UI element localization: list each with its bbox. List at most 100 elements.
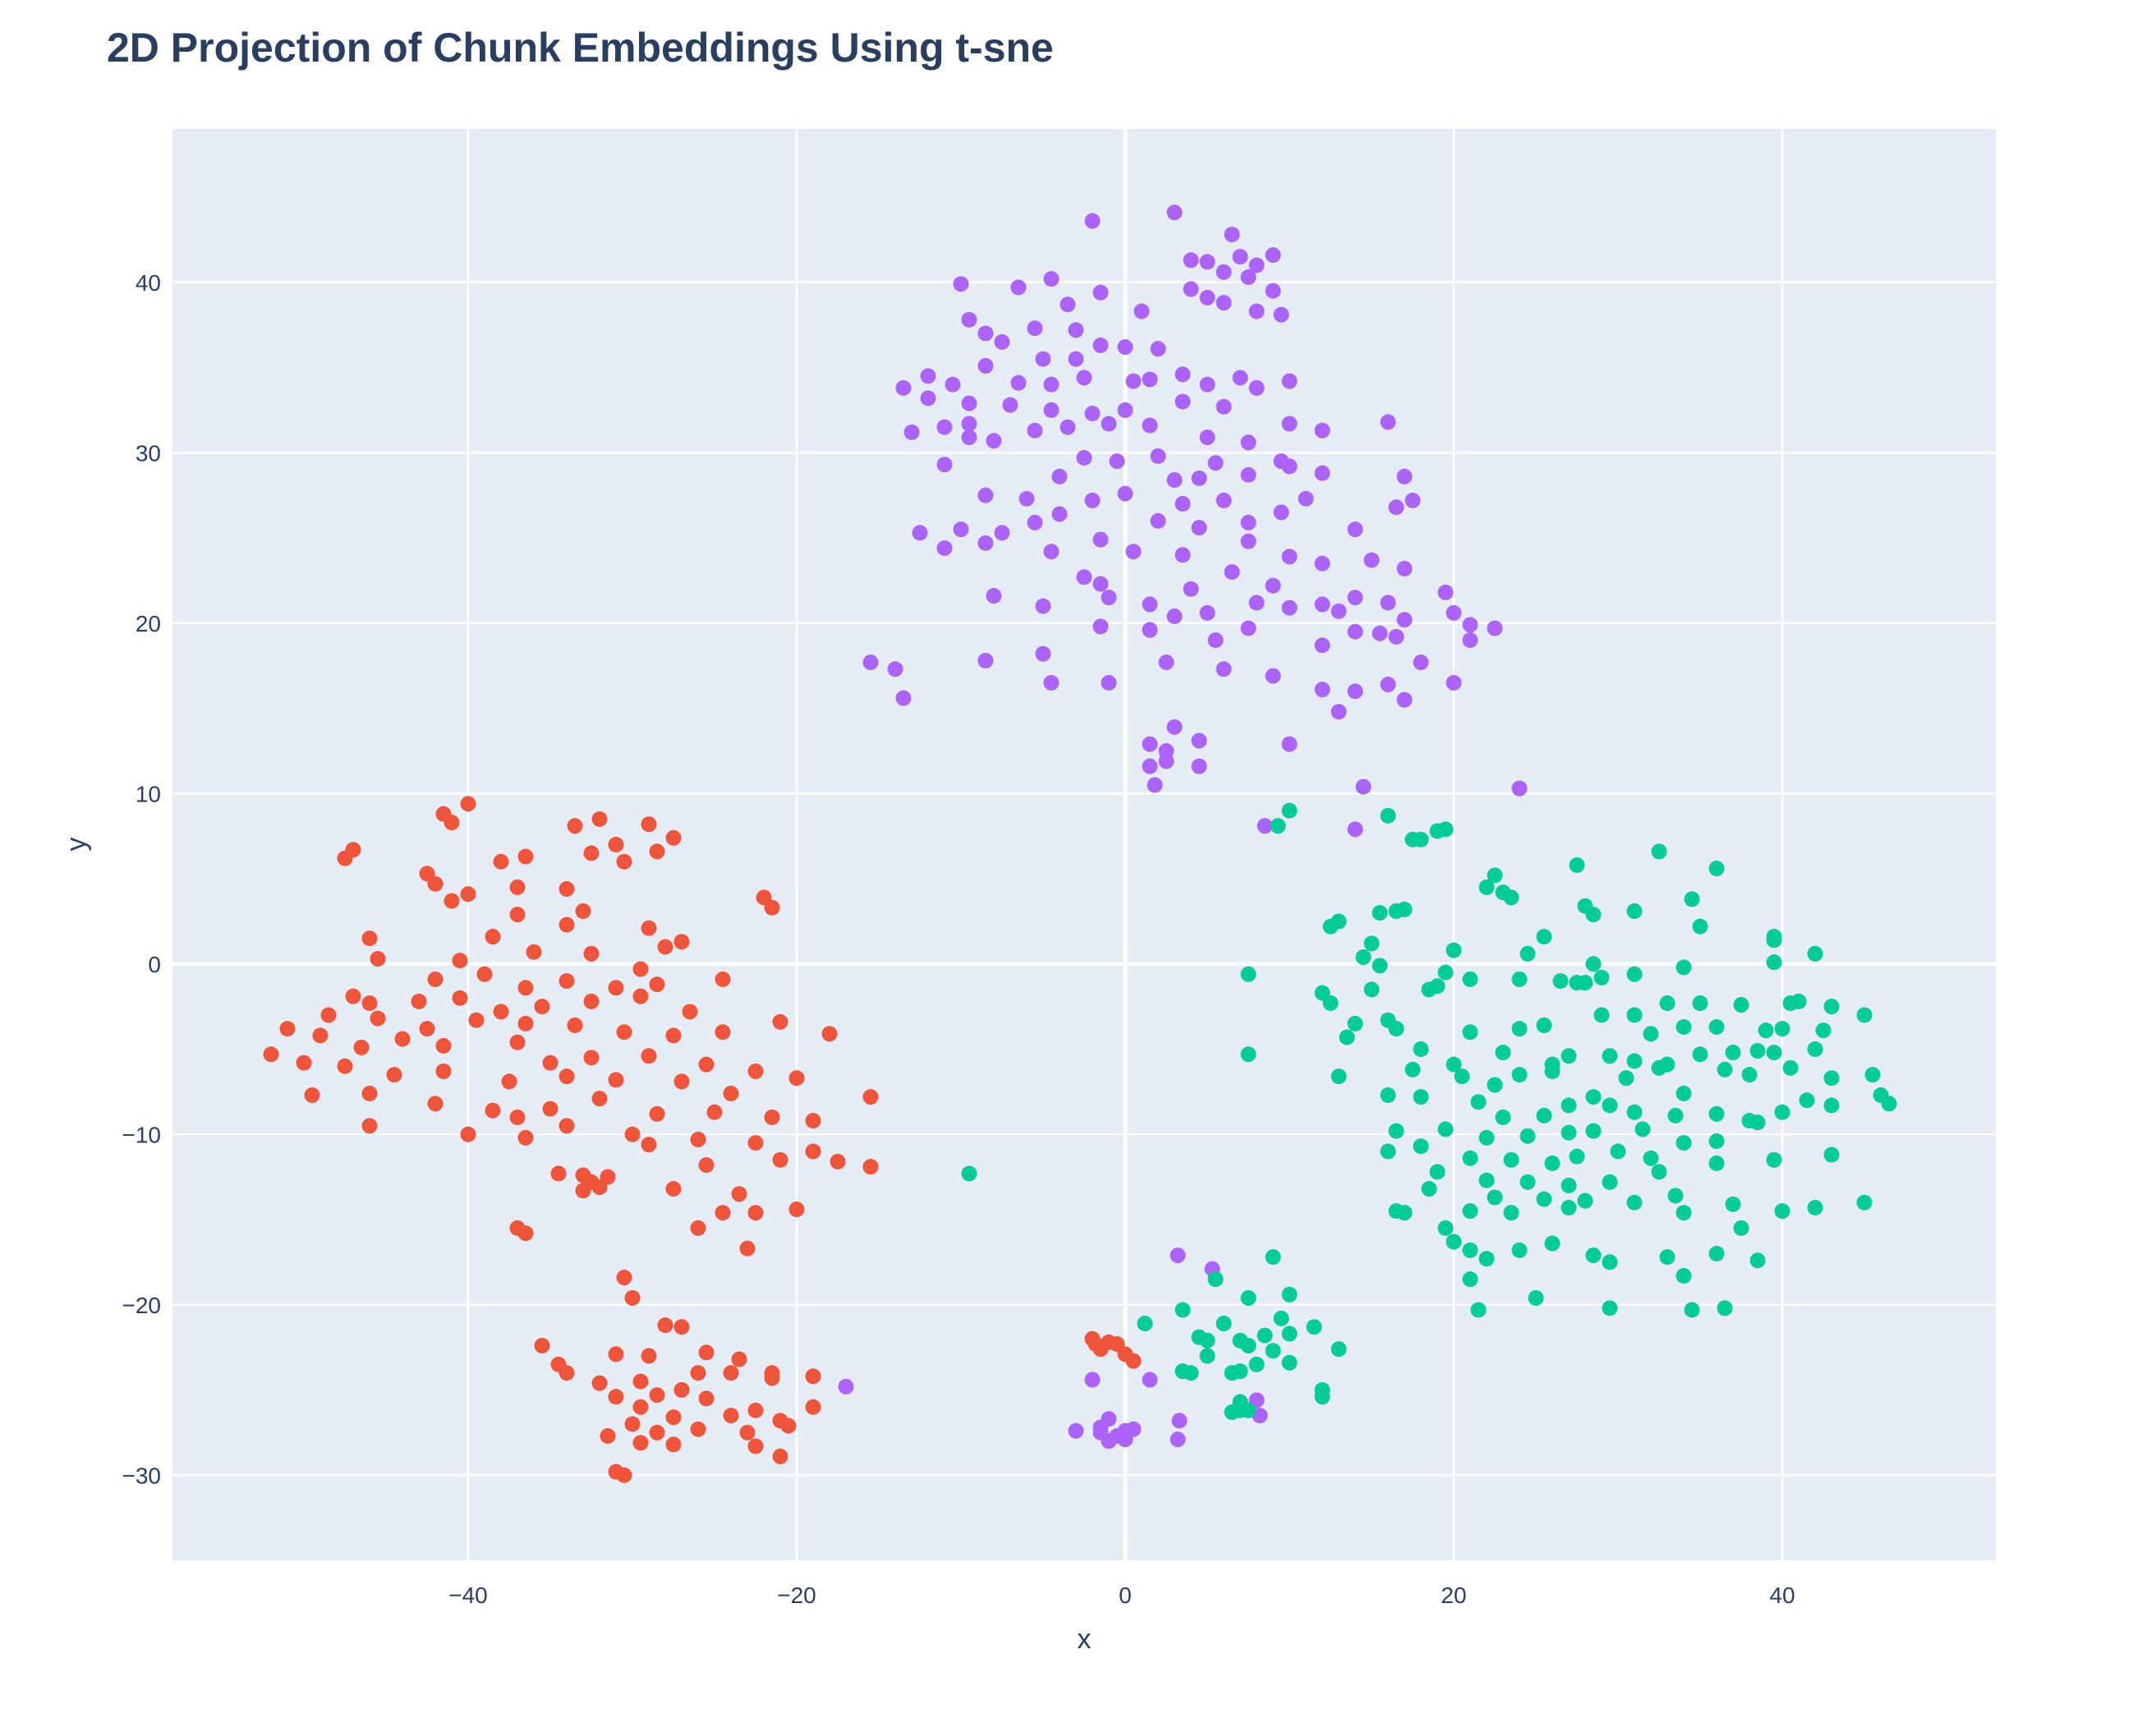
data-point [542, 1100, 559, 1117]
data-point [1273, 306, 1289, 323]
data-point [1035, 598, 1051, 614]
data-point [1068, 351, 1084, 367]
data-point [788, 1070, 805, 1087]
data-point [1774, 1104, 1791, 1120]
data-point [1446, 1234, 1462, 1250]
data-point [1216, 492, 1232, 508]
data-point [1380, 595, 1396, 611]
data-point [649, 843, 665, 860]
data-point [1207, 1271, 1224, 1288]
data-point [320, 1007, 337, 1023]
data-point [821, 1026, 838, 1042]
data-point [1823, 1070, 1840, 1087]
data-point [567, 818, 583, 834]
data-point [1495, 1110, 1511, 1125]
data-point [1717, 1061, 1733, 1077]
data-point [1199, 430, 1216, 446]
data-point [1101, 674, 1117, 691]
y-tick-label: 30 [136, 440, 161, 466]
data-point [1281, 373, 1298, 389]
data-point [1363, 935, 1380, 952]
data-point [1207, 455, 1224, 471]
data-point [1331, 704, 1347, 720]
data-point [641, 1048, 657, 1064]
data-point [624, 1416, 641, 1432]
data-point [665, 1027, 682, 1044]
data-point [1462, 1150, 1478, 1166]
data-point [517, 980, 534, 996]
data-point [1388, 1123, 1404, 1139]
data-point [1347, 821, 1363, 838]
data-point [1043, 544, 1060, 560]
data-point [427, 1096, 444, 1112]
data-point [1396, 1205, 1413, 1221]
data-point [534, 1338, 550, 1354]
data-point [1487, 620, 1503, 636]
data-point [1446, 942, 1462, 958]
data-point [1150, 448, 1166, 464]
data-point [1437, 584, 1454, 600]
data-point [1602, 1300, 1618, 1316]
data-point [1725, 1196, 1741, 1212]
data-point [731, 1186, 747, 1202]
y-tick-label: 20 [136, 611, 161, 636]
data-point [1396, 468, 1413, 485]
data-point [641, 1137, 657, 1153]
data-point [1084, 213, 1101, 229]
data-point [936, 457, 953, 473]
data-point [1626, 1194, 1643, 1211]
data-point [1010, 374, 1027, 391]
data-point [452, 953, 468, 969]
data-point [1692, 995, 1708, 1011]
data-point [1602, 1097, 1618, 1114]
data-point [895, 690, 912, 706]
data-point [1109, 453, 1125, 470]
data-point [1881, 1096, 1897, 1112]
data-point [805, 1113, 821, 1129]
data-point [838, 1378, 854, 1394]
data-point [764, 1365, 780, 1381]
data-point [1175, 1302, 1191, 1318]
data-point [509, 907, 526, 923]
data-point [1741, 1067, 1758, 1083]
data-point [1265, 668, 1281, 684]
data-point [1199, 604, 1216, 621]
data-point [673, 1073, 690, 1090]
data-point [977, 325, 994, 342]
data-point [731, 1351, 747, 1367]
data-point [1125, 373, 1142, 389]
data-point [616, 1270, 632, 1286]
data-point [460, 796, 476, 812]
data-point [1240, 434, 1257, 451]
data-point [263, 1046, 279, 1063]
data-point [1281, 802, 1298, 819]
data-point [1191, 470, 1207, 486]
data-point [1240, 1046, 1257, 1063]
data-point [591, 1375, 608, 1391]
x-tick-label: 40 [1769, 1583, 1795, 1608]
data-point [1043, 402, 1060, 418]
data-point [435, 1063, 452, 1079]
data-point [1708, 861, 1725, 877]
data-point [1437, 1121, 1454, 1137]
data-point [1137, 1316, 1153, 1332]
data-point [632, 1399, 649, 1415]
data-point [1561, 1199, 1577, 1215]
data-point [1372, 905, 1388, 921]
data-point [1170, 1431, 1186, 1448]
data-point [1142, 371, 1158, 388]
data-point [953, 521, 969, 538]
data-point [1240, 1338, 1257, 1354]
data-point [772, 1013, 788, 1030]
data-point [1536, 1191, 1552, 1207]
data-point [1478, 1251, 1495, 1267]
data-point [1766, 1045, 1782, 1061]
data-point [337, 850, 353, 866]
data-point [1199, 1348, 1216, 1364]
data-point [1717, 1300, 1733, 1316]
data-point [764, 1110, 780, 1125]
data-point [1150, 341, 1166, 357]
data-point [1708, 1019, 1725, 1036]
data-point [1602, 1174, 1618, 1190]
data-point [1413, 831, 1429, 848]
